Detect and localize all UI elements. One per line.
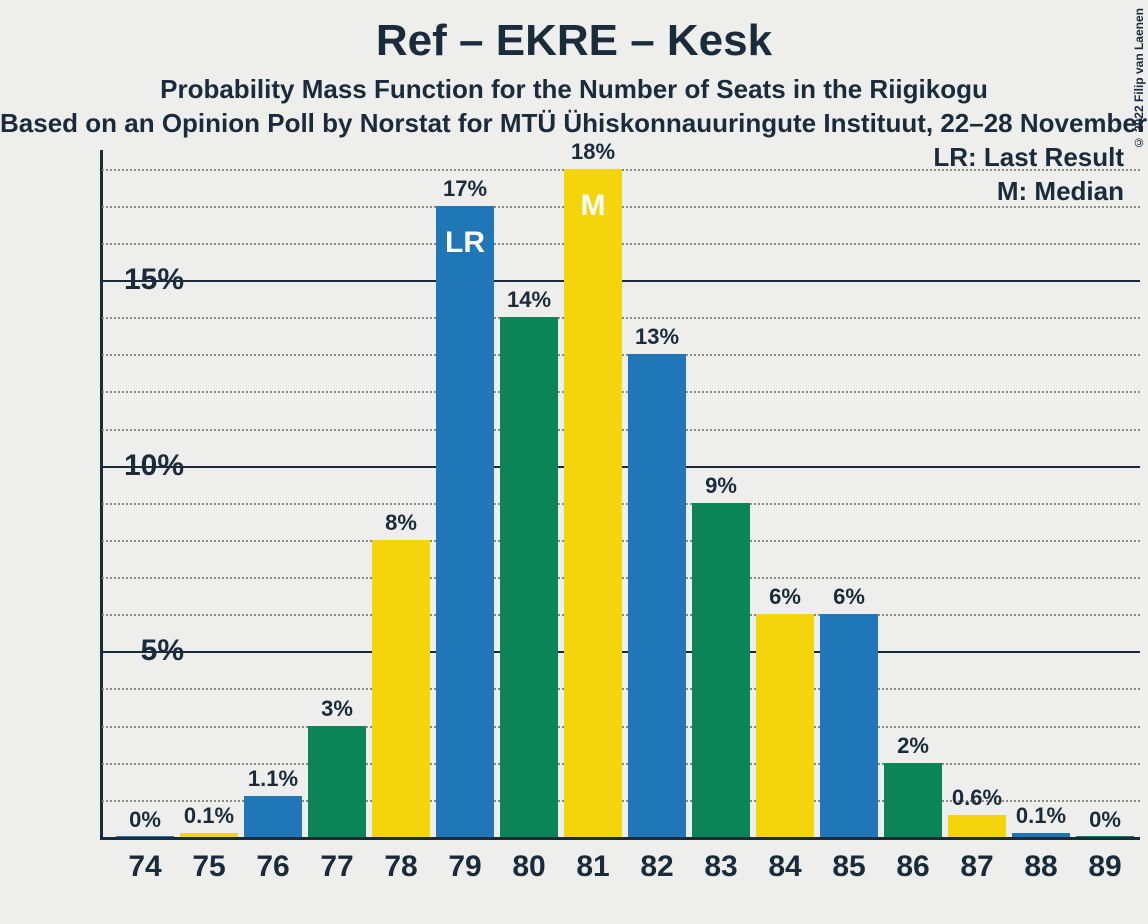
bar-value-label: 0.1%	[184, 803, 234, 829]
x-tick-label: 86	[896, 850, 929, 884]
bar	[628, 354, 686, 837]
x-tick-label: 85	[832, 850, 865, 884]
x-tick-label: 89	[1088, 850, 1121, 884]
bar-value-label: 18%	[571, 139, 615, 165]
bar	[884, 763, 942, 837]
bar: M	[564, 169, 622, 837]
chart-subtitle: Probability Mass Function for the Number…	[0, 74, 1148, 105]
bar-value-label: 0.1%	[1016, 803, 1066, 829]
bar-marker-median: M	[581, 189, 606, 223]
x-tick-label: 88	[1024, 850, 1057, 884]
bar-value-label: 9%	[705, 473, 737, 499]
x-tick-label: 80	[512, 850, 545, 884]
bar	[372, 540, 430, 837]
x-tick-label: 79	[448, 850, 481, 884]
bar	[180, 833, 238, 837]
x-tick-label: 77	[320, 850, 353, 884]
x-tick-label: 83	[704, 850, 737, 884]
bar-value-label: 2%	[897, 733, 929, 759]
plot-area: 5%10%15% 0%0.1%1.1%3%8%LR17%14%M18%13%9%…	[100, 150, 1140, 840]
bar-value-label: 6%	[833, 584, 865, 610]
bar	[116, 836, 174, 837]
x-tick-label: 81	[576, 850, 609, 884]
bar-value-label: 0.6%	[952, 785, 1002, 811]
bar	[948, 815, 1006, 837]
bar-value-label: 0%	[1089, 807, 1121, 833]
bar-value-label: 1.1%	[248, 766, 298, 792]
bar	[756, 614, 814, 837]
bar-value-label: 17%	[443, 176, 487, 202]
bar	[820, 614, 878, 837]
bar	[1012, 833, 1070, 837]
bar-value-label: 14%	[507, 287, 551, 313]
x-tick-label: 87	[960, 850, 993, 884]
chart-source-line: Based on an Opinion Poll by Norstat for …	[0, 108, 1148, 139]
bar: LR	[436, 206, 494, 837]
x-tick-label: 75	[192, 850, 225, 884]
bar	[692, 503, 750, 837]
bars-container: 0%0.1%1.1%3%8%LR17%14%M18%13%9%6%6%2%0.6…	[100, 150, 1140, 840]
bar-value-label: 6%	[769, 584, 801, 610]
bar	[244, 796, 302, 837]
bar	[1076, 836, 1134, 837]
x-tick-label: 84	[768, 850, 801, 884]
x-tick-label: 74	[128, 850, 161, 884]
bar-marker-last-result: LR	[445, 226, 485, 260]
bar-value-label: 3%	[321, 696, 353, 722]
x-tick-label: 78	[384, 850, 417, 884]
bar-value-label: 0%	[129, 807, 161, 833]
bar-value-label: 13%	[635, 324, 679, 350]
chart-page: © 2022 Filip van Laenen Ref – EKRE – Kes…	[0, 0, 1148, 924]
bar	[308, 726, 366, 837]
x-tick-label: 76	[256, 850, 289, 884]
chart-title: Ref – EKRE – Kesk	[0, 16, 1148, 66]
x-tick-label: 82	[640, 850, 673, 884]
bar-value-label: 8%	[385, 510, 417, 536]
bar	[500, 317, 558, 837]
